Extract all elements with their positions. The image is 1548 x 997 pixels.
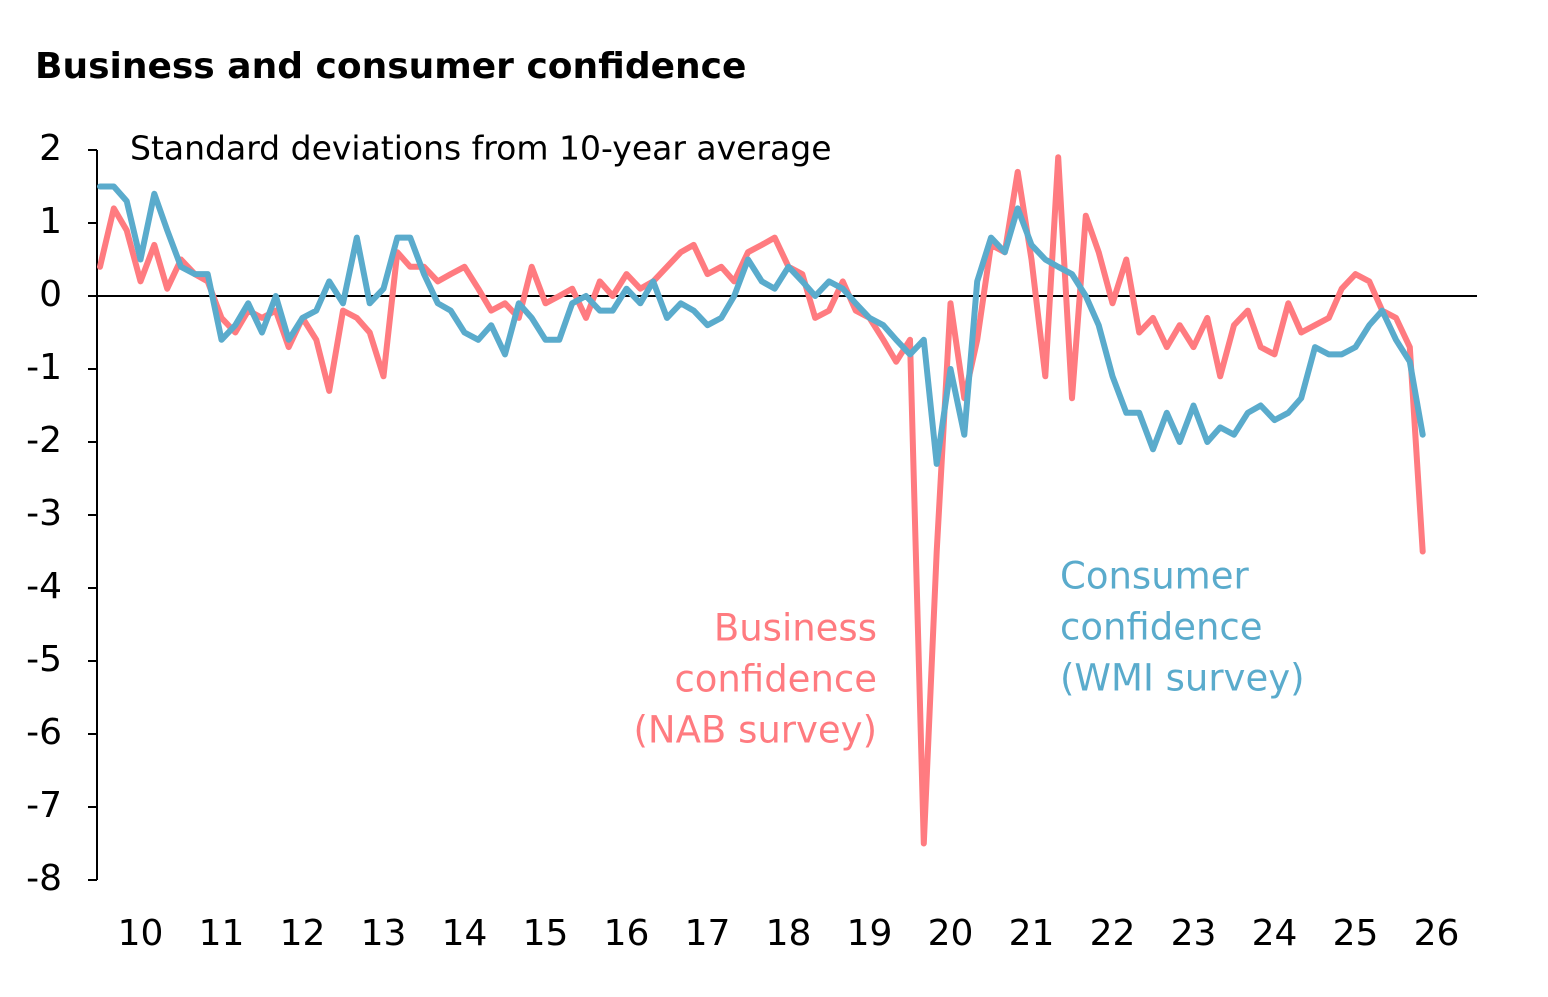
- y-tick-label: -2: [26, 420, 62, 461]
- y-tick-label: -1: [26, 347, 62, 388]
- y-tick-label: -8: [26, 858, 62, 899]
- annotation: Business: [714, 607, 877, 650]
- annotation: confidence: [1060, 606, 1263, 649]
- y-tick-label: -6: [26, 712, 62, 753]
- x-tick-label: 21: [1009, 913, 1055, 954]
- series-line: [97, 183, 1426, 467]
- x-tick-label: 23: [1171, 913, 1217, 954]
- x-tick-label: 13: [361, 913, 407, 954]
- y-tick-label: -3: [26, 493, 62, 534]
- annotation: Consumer: [1060, 555, 1249, 598]
- y-tick-label: -4: [26, 566, 62, 607]
- x-tick-label: 24: [1252, 913, 1298, 954]
- x-tick-label: 16: [604, 913, 650, 954]
- x-tick-label: 18: [766, 913, 812, 954]
- x-tick-label: 20: [928, 913, 974, 954]
- x-tick-label: 26: [1414, 913, 1460, 954]
- x-tick-label: 10: [118, 913, 164, 954]
- y-axis-label: Standard deviations from 10-year average: [130, 129, 832, 168]
- annotation: confidence: [674, 658, 877, 701]
- y-tick-label: 1: [39, 201, 62, 242]
- x-tick-label: 11: [199, 913, 245, 954]
- x-tick-label: 25: [1333, 913, 1379, 954]
- annotation: (WMI survey): [1060, 657, 1305, 700]
- x-tick-label: 15: [523, 913, 569, 954]
- x-tick-label: 22: [1090, 913, 1136, 954]
- chart-title: Business and consumer confidence: [35, 46, 746, 87]
- y-tick-label: 0: [39, 274, 62, 315]
- series-line: [97, 154, 1426, 847]
- x-tick-label: 14: [442, 913, 488, 954]
- annotation: (NAB survey): [634, 709, 878, 752]
- y-tick-label: -7: [26, 785, 62, 826]
- x-tick-label: 17: [685, 913, 731, 954]
- y-tick-label: 2: [39, 128, 62, 169]
- y-tick-label: -5: [26, 639, 62, 680]
- x-tick-label: 19: [847, 913, 893, 954]
- x-tick-label: 12: [280, 913, 326, 954]
